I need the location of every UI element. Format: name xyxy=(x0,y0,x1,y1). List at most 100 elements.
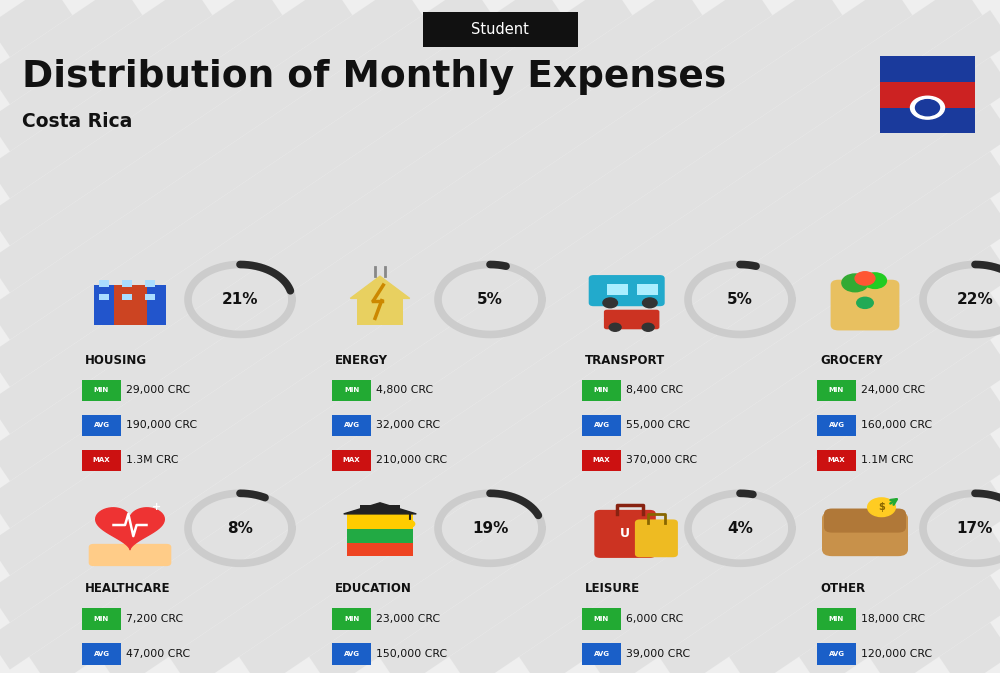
Text: AVG: AVG xyxy=(344,423,360,428)
FancyBboxPatch shape xyxy=(831,280,899,330)
FancyBboxPatch shape xyxy=(82,643,121,665)
Text: 4%: 4% xyxy=(727,521,753,536)
Text: 47,000 CRC: 47,000 CRC xyxy=(126,649,190,659)
FancyBboxPatch shape xyxy=(82,450,121,471)
Text: 32,000 CRC: 32,000 CRC xyxy=(376,421,440,430)
FancyBboxPatch shape xyxy=(880,82,975,108)
FancyBboxPatch shape xyxy=(114,285,147,325)
Text: MIN: MIN xyxy=(829,616,844,622)
Text: 150,000 CRC: 150,000 CRC xyxy=(376,649,447,659)
Polygon shape xyxy=(344,503,416,514)
FancyBboxPatch shape xyxy=(122,293,132,300)
FancyBboxPatch shape xyxy=(582,608,621,630)
FancyBboxPatch shape xyxy=(347,513,413,529)
Text: 8%: 8% xyxy=(227,521,253,536)
Text: 24,000 CRC: 24,000 CRC xyxy=(861,386,925,395)
FancyBboxPatch shape xyxy=(82,608,121,630)
Text: MIN: MIN xyxy=(829,388,844,393)
Text: LEISURE: LEISURE xyxy=(585,582,640,596)
Text: HEALTHCARE: HEALTHCARE xyxy=(85,582,170,596)
Text: 190,000 CRC: 190,000 CRC xyxy=(126,421,197,430)
Text: 8,400 CRC: 8,400 CRC xyxy=(626,386,683,395)
Text: 5%: 5% xyxy=(727,292,753,307)
FancyBboxPatch shape xyxy=(589,275,665,306)
Text: GROCERY: GROCERY xyxy=(820,353,883,367)
FancyBboxPatch shape xyxy=(360,505,400,514)
Circle shape xyxy=(863,273,886,289)
Text: 23,000 CRC: 23,000 CRC xyxy=(376,614,440,624)
Text: 160,000 CRC: 160,000 CRC xyxy=(861,421,932,430)
Text: MAX: MAX xyxy=(343,458,360,463)
FancyBboxPatch shape xyxy=(604,310,659,329)
Text: EDUCATION: EDUCATION xyxy=(335,582,412,596)
FancyBboxPatch shape xyxy=(635,520,678,557)
Circle shape xyxy=(857,297,873,308)
Text: 39,000 CRC: 39,000 CRC xyxy=(626,649,690,659)
Polygon shape xyxy=(96,508,164,550)
FancyBboxPatch shape xyxy=(357,298,403,325)
FancyBboxPatch shape xyxy=(99,293,109,300)
Text: ENERGY: ENERGY xyxy=(335,353,388,367)
Text: MIN: MIN xyxy=(594,616,609,622)
Text: OTHER: OTHER xyxy=(820,582,865,596)
Text: MIN: MIN xyxy=(344,616,359,622)
FancyBboxPatch shape xyxy=(347,540,413,556)
FancyBboxPatch shape xyxy=(122,280,132,287)
Text: 55,000 CRC: 55,000 CRC xyxy=(626,421,690,430)
FancyBboxPatch shape xyxy=(880,108,975,133)
Text: 370,000 CRC: 370,000 CRC xyxy=(626,456,697,465)
Text: HOUSING: HOUSING xyxy=(85,353,147,367)
Text: 22%: 22% xyxy=(957,292,993,307)
FancyBboxPatch shape xyxy=(582,415,621,436)
FancyBboxPatch shape xyxy=(332,415,371,436)
FancyBboxPatch shape xyxy=(822,511,908,556)
Text: Student: Student xyxy=(471,22,529,37)
Circle shape xyxy=(405,521,415,527)
Text: +: + xyxy=(152,502,161,512)
FancyBboxPatch shape xyxy=(594,510,656,558)
Text: MIN: MIN xyxy=(344,388,359,393)
Text: U: U xyxy=(620,528,630,540)
FancyBboxPatch shape xyxy=(582,450,621,471)
Circle shape xyxy=(916,100,940,116)
Text: AVG: AVG xyxy=(344,651,360,657)
FancyBboxPatch shape xyxy=(817,380,856,401)
Text: $: $ xyxy=(878,502,885,512)
Text: MIN: MIN xyxy=(94,388,109,393)
FancyBboxPatch shape xyxy=(145,280,155,287)
FancyBboxPatch shape xyxy=(817,415,856,436)
FancyBboxPatch shape xyxy=(332,608,371,630)
FancyBboxPatch shape xyxy=(145,293,155,300)
FancyBboxPatch shape xyxy=(347,526,413,542)
Text: 210,000 CRC: 210,000 CRC xyxy=(376,456,447,465)
Circle shape xyxy=(643,298,657,308)
Circle shape xyxy=(868,498,895,517)
FancyBboxPatch shape xyxy=(880,56,975,82)
Text: 19%: 19% xyxy=(472,521,508,536)
Text: 1.1M CRC: 1.1M CRC xyxy=(861,456,914,465)
Text: MIN: MIN xyxy=(94,616,109,622)
FancyBboxPatch shape xyxy=(82,415,121,436)
Text: 29,000 CRC: 29,000 CRC xyxy=(126,386,190,395)
Circle shape xyxy=(603,298,617,308)
Text: AVG: AVG xyxy=(94,423,110,428)
Circle shape xyxy=(855,272,875,285)
Text: 21%: 21% xyxy=(222,292,258,307)
Circle shape xyxy=(910,96,944,119)
Text: AVG: AVG xyxy=(593,423,609,428)
Text: AVG: AVG xyxy=(828,651,844,657)
FancyBboxPatch shape xyxy=(824,509,906,532)
Circle shape xyxy=(642,323,654,331)
Text: MIN: MIN xyxy=(594,388,609,393)
FancyBboxPatch shape xyxy=(637,284,658,295)
FancyBboxPatch shape xyxy=(817,608,856,630)
FancyBboxPatch shape xyxy=(817,450,856,471)
Text: 6,000 CRC: 6,000 CRC xyxy=(626,614,683,624)
Text: 4,800 CRC: 4,800 CRC xyxy=(376,386,433,395)
FancyBboxPatch shape xyxy=(332,643,371,665)
Text: Distribution of Monthly Expenses: Distribution of Monthly Expenses xyxy=(22,59,726,96)
FancyBboxPatch shape xyxy=(607,284,628,295)
FancyBboxPatch shape xyxy=(582,380,621,401)
FancyBboxPatch shape xyxy=(94,285,166,325)
Text: 7,200 CRC: 7,200 CRC xyxy=(126,614,183,624)
